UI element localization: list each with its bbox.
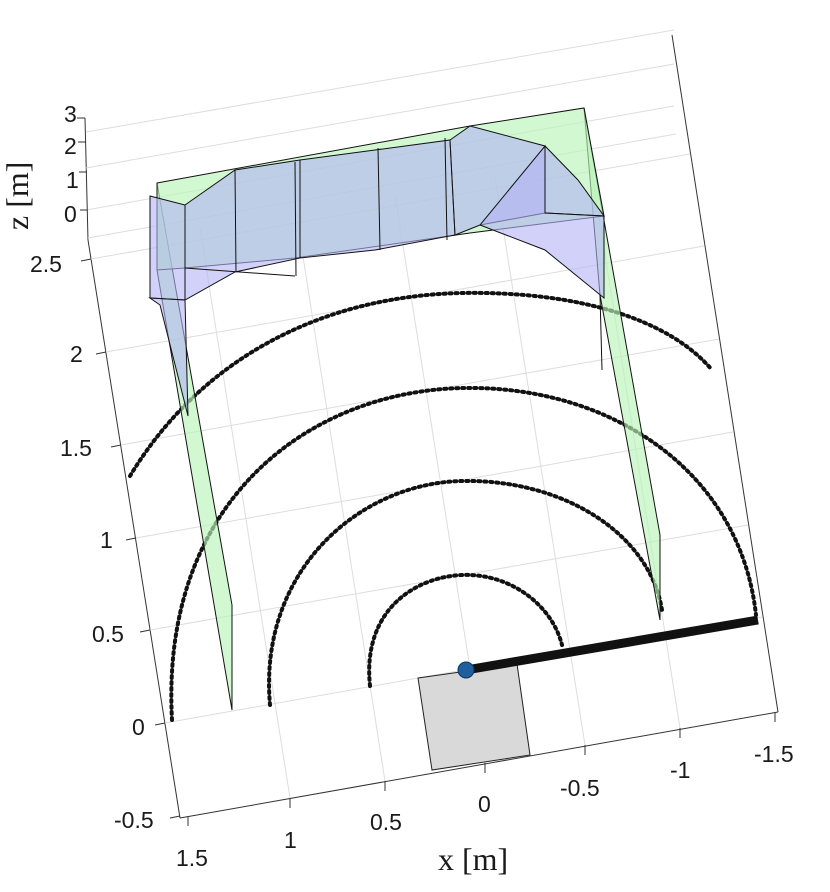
x-tick--1: -1 [670,757,690,783]
x-tick--0.5: -0.5 [560,775,600,801]
x-tick-0: 0 [478,791,491,817]
y-tick-1: 1 [100,527,113,553]
x-tick-marks [187,712,776,826]
range-arc-1.0 [267,478,664,707]
y-tick-0.5: 0.5 [92,621,124,647]
y-tick-2: 2 [70,341,83,367]
z-axis-label: z [m] [0,162,35,230]
blue-surfaces [148,125,606,417]
x-tick-0.5: 0.5 [370,809,402,835]
range-arc-0.5 [367,572,564,688]
z-tick-3: 3 [64,101,77,127]
y-tick-0: 0 [132,714,145,740]
x-axis-label: x [m] [438,841,508,877]
z-tick-2: 2 [64,133,77,159]
range-arc-2.0 [128,290,714,478]
y-tick-1.5: 1.5 [60,435,92,461]
link-segment [465,615,759,675]
base-block [417,663,531,771]
y-tick-marks [80,258,181,819]
x-tick-1.5: 1.5 [176,845,208,871]
panel-seams [184,137,603,371]
z-tick-0: 0 [64,201,77,227]
y-tick--0.5: -0.5 [114,807,154,833]
origin-marker [457,661,475,679]
y-tick-2.5: 2.5 [30,251,62,277]
x-tick-1: 1 [284,827,297,853]
range-arc-1.5 [169,385,758,722]
z-tick-1: 1 [66,167,79,193]
range-arcs [128,290,758,722]
x-tick--1.5: -1.5 [754,741,794,767]
z-tick-marks [77,117,88,211]
axis-box [84,34,779,819]
